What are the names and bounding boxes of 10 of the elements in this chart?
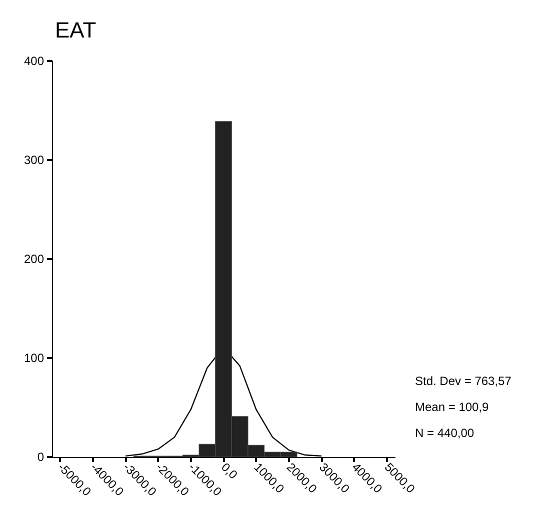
- y-tick-label: 400: [24, 54, 44, 68]
- chart-title: EAT: [55, 18, 96, 42]
- y-tick-label: 300: [24, 153, 44, 167]
- y-tick-label: 200: [24, 252, 44, 266]
- y-tick-label: 0: [37, 450, 44, 464]
- text: Std. Dev = 763,57: [415, 374, 512, 388]
- y-tick-label: 100: [24, 351, 44, 365]
- text: N = 440,00: [415, 426, 474, 440]
- x-tick-label: 0,0: [218, 460, 240, 482]
- text: Mean = 100,9: [415, 400, 490, 414]
